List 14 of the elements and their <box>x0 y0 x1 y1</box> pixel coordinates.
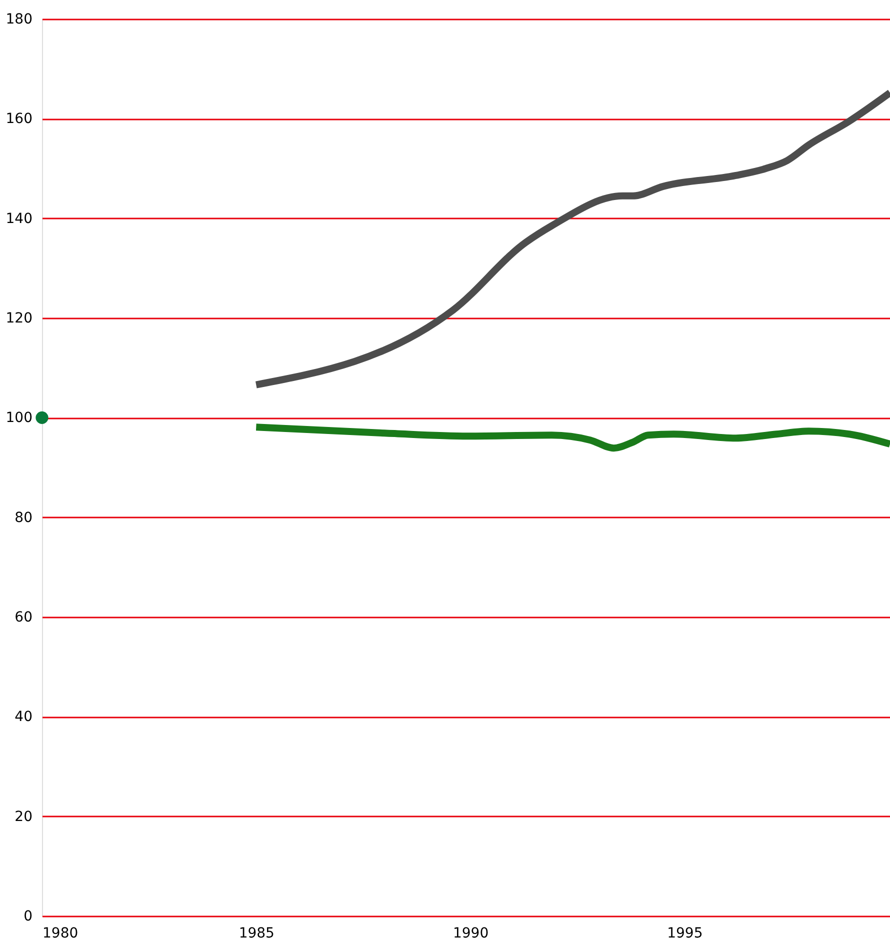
y-tick-label: 40 <box>14 709 32 726</box>
y-tick-label: 20 <box>14 808 32 825</box>
x-tick-label: 1980 <box>42 926 78 942</box>
y-tick-label: 180 <box>6 12 32 28</box>
y-tick-label: 100 <box>6 410 32 426</box>
x-tick-label: 1995 <box>667 926 703 942</box>
x-tick-label: 1990 <box>452 926 489 942</box>
y-tick-label: 0 <box>24 908 32 924</box>
y-tick-label: 60 <box>14 610 32 626</box>
x-tick-label: 1985 <box>238 926 274 942</box>
y-tick-label: 120 <box>6 310 32 326</box>
y-tick-label: 80 <box>14 510 32 526</box>
y-tick-label: 160 <box>6 111 32 128</box>
y-tick-label: 140 <box>6 210 32 227</box>
